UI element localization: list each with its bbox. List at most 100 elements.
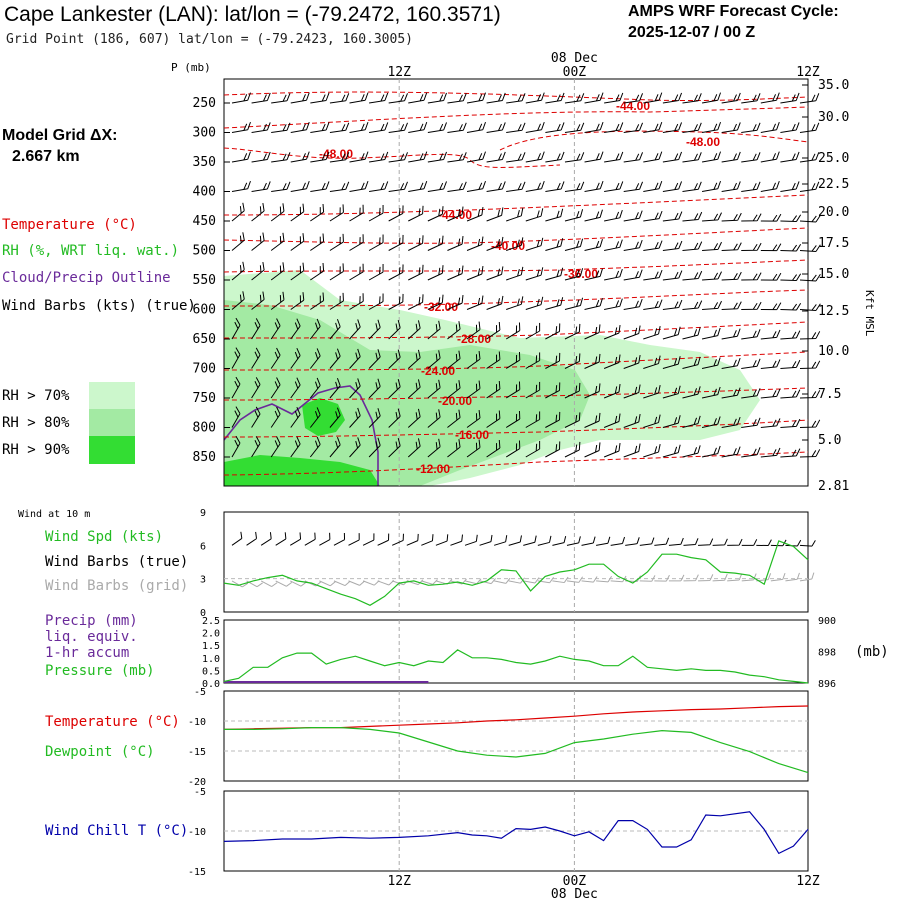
wind-barb-grid: [494, 577, 511, 584]
wind-barb-shaft: [721, 122, 741, 133]
wind-barb-shaft: [623, 325, 641, 340]
wind-barb: [349, 92, 369, 104]
precip-ytick-label: 1.0: [202, 654, 220, 665]
temperature-contour: [223, 321, 809, 339]
wind-barb-shaft: [408, 151, 428, 163]
temperature-contour: [499, 130, 809, 151]
height-tick-label: 25.0: [818, 151, 849, 166]
wind-barb-shaft: [466, 265, 484, 281]
wind-barb-shaft: [329, 93, 350, 104]
wind-barb: [231, 435, 241, 458]
wind-barb-shaft: [682, 356, 701, 369]
wind-barb: [427, 122, 447, 133]
wind-barb-shaft: [584, 324, 601, 340]
wind-barb-shaft: [564, 238, 584, 251]
wind-barb-shaft: [408, 264, 424, 281]
wind-barb-shaft: [368, 293, 384, 310]
wind-ytick-label: 0: [200, 608, 206, 619]
wind-barb-shaft: [662, 181, 683, 192]
windchill-ytick-label: -10: [188, 827, 206, 838]
wind-barb-shaft: [545, 323, 561, 340]
wind-barb-shaft: [271, 93, 291, 104]
wind-barb: [604, 122, 624, 133]
wind-barb-shaft: [408, 180, 428, 192]
wind-barb-grid-shaft: [566, 576, 584, 583]
wind-barb-true-shaft: [377, 533, 390, 546]
wind-barb: [231, 347, 241, 369]
wind-barb: [388, 349, 401, 369]
wind-barb-shaft: [231, 232, 245, 251]
wind-barb-shaft: [662, 92, 683, 104]
wind-barb-true: [596, 536, 611, 546]
wind-barb-grid-shaft: [698, 574, 714, 582]
temperature-contour-label: -48.00: [686, 135, 720, 149]
wind-barb-true-shaft: [785, 539, 802, 547]
wind-barb-shaft: [270, 318, 281, 340]
wind-barb: [623, 269, 643, 281]
wind-barb-shaft: [623, 152, 644, 163]
wind-barb-true: [362, 533, 375, 546]
wind-barb-shaft: [447, 439, 461, 458]
wind-barb-shaft: [525, 267, 544, 281]
pressure-ytick-label: 898: [818, 648, 836, 659]
wind-barb: [486, 207, 504, 222]
wind-barb: [408, 264, 424, 281]
wind-barb: [329, 319, 341, 340]
wind-barb: [682, 241, 703, 251]
wind-barb: [349, 348, 361, 369]
precip-ytick-label: 0.0: [202, 679, 220, 690]
wind-barb-shaft: [643, 444, 661, 458]
wind-barb-true-shaft: [566, 536, 581, 546]
wind-barb: [427, 265, 444, 281]
wind-barb: [388, 181, 408, 192]
wind-barb-true: [435, 534, 449, 546]
wind-barb-shaft: [643, 210, 663, 222]
wind-barb: [486, 321, 501, 340]
wind-barb-shaft: [799, 303, 821, 311]
wind-barb: [349, 293, 364, 310]
wind-barb-grid: [785, 572, 800, 582]
wind-barb-grid: [479, 578, 496, 585]
wind-barb-shaft: [505, 381, 521, 399]
wind-barb-true: [639, 537, 655, 546]
wind-barb: [486, 380, 501, 399]
wind-barb-shaft: [682, 327, 701, 340]
wind-barb: [799, 244, 821, 252]
wind-barb-shaft: [701, 92, 722, 104]
temperature-contour: [223, 451, 809, 476]
wind-barb: [427, 235, 444, 251]
wind-barb: [584, 298, 603, 310]
wind-barb: [251, 347, 261, 369]
wind-barb-shaft: [408, 235, 424, 251]
wind-barb: [603, 413, 621, 428]
wind-barb: [702, 271, 722, 281]
wind-barb-shaft: [349, 234, 364, 251]
wind-barb: [525, 296, 544, 310]
wind-barb: [505, 410, 521, 428]
wind-barb: [447, 181, 467, 192]
wind-barb: [662, 415, 681, 428]
wind-barb-grid: [566, 576, 584, 583]
wind-barb-shaft: [368, 264, 384, 281]
wind-barb-shaft: [310, 262, 325, 281]
rh-80-region: [224, 300, 590, 486]
height-tick-label: 5.0: [818, 433, 841, 448]
wind-barb-true: [508, 535, 522, 546]
wind-barb: [408, 92, 428, 104]
wind-barb-shaft: [231, 406, 241, 428]
wind-barb: [525, 267, 544, 281]
wind-barb: [270, 232, 285, 251]
wind-barb: [408, 180, 428, 192]
pressure-unit: (mb): [855, 644, 889, 660]
temperature-line: [223, 705, 809, 730]
wind-barb-shaft: [780, 151, 800, 163]
wind-barb-shaft: [486, 122, 506, 133]
wind-barb: [329, 204, 344, 222]
precip-ytick-label: 0.5: [202, 666, 220, 677]
wind-barb-true-shaft: [799, 540, 816, 547]
wind-barb: [368, 293, 384, 310]
wind-barb: [545, 411, 561, 428]
wind-barb-shaft: [545, 267, 564, 281]
wind-barb-shaft: [309, 436, 321, 458]
temperature-contour-label: -16.00: [455, 428, 489, 442]
